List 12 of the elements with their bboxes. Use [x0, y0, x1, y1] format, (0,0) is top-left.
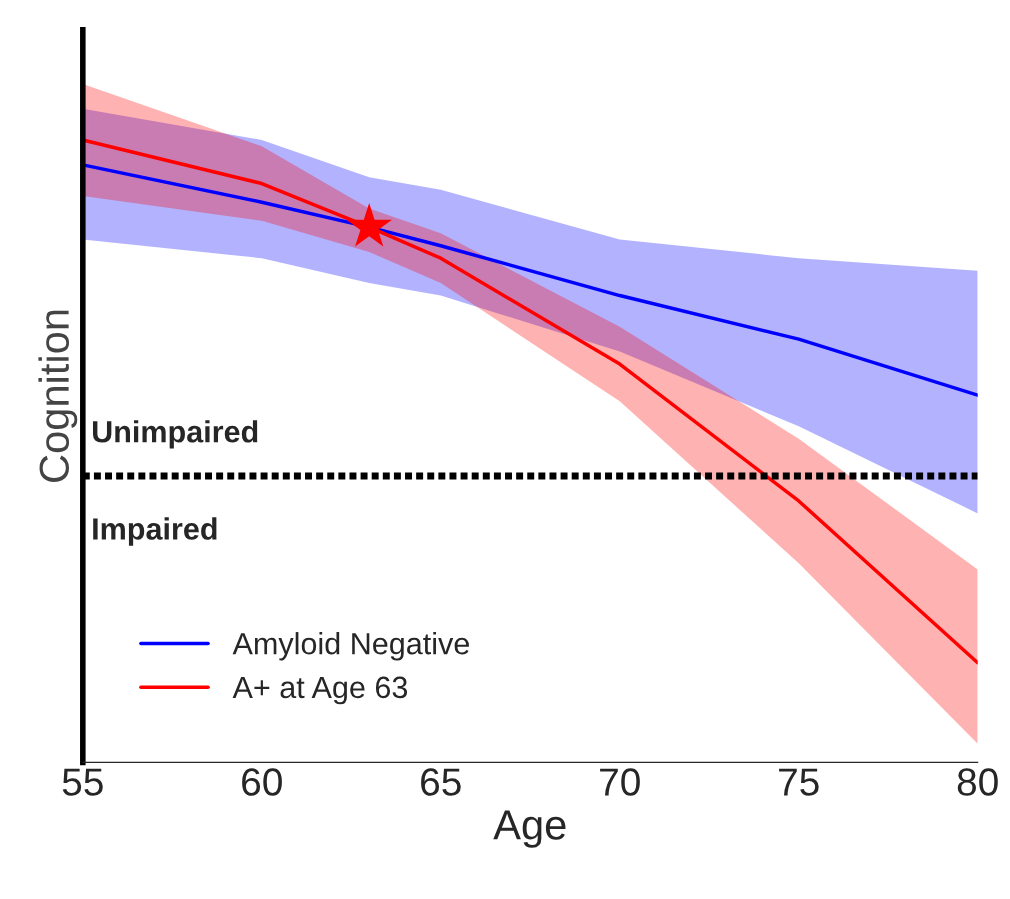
- legend-label: Amyloid Negative: [232, 632, 469, 661]
- legend-label: A+ at Age 63: [232, 676, 408, 705]
- x-axis-title: Age: [493, 810, 566, 848]
- x-tick-label: 60: [242, 768, 282, 796]
- y-axis-title: Cognition: [38, 310, 78, 482]
- x-tick-label: 70: [600, 768, 640, 796]
- annotation: Impaired: [93, 517, 217, 546]
- x-tick-label: 80: [957, 768, 998, 796]
- x-tick-label: 55: [62, 768, 103, 796]
- annotation: Unimpaired: [92, 420, 258, 449]
- x-tick-label: 75: [779, 768, 819, 796]
- x-tick-label: 65: [421, 768, 461, 796]
